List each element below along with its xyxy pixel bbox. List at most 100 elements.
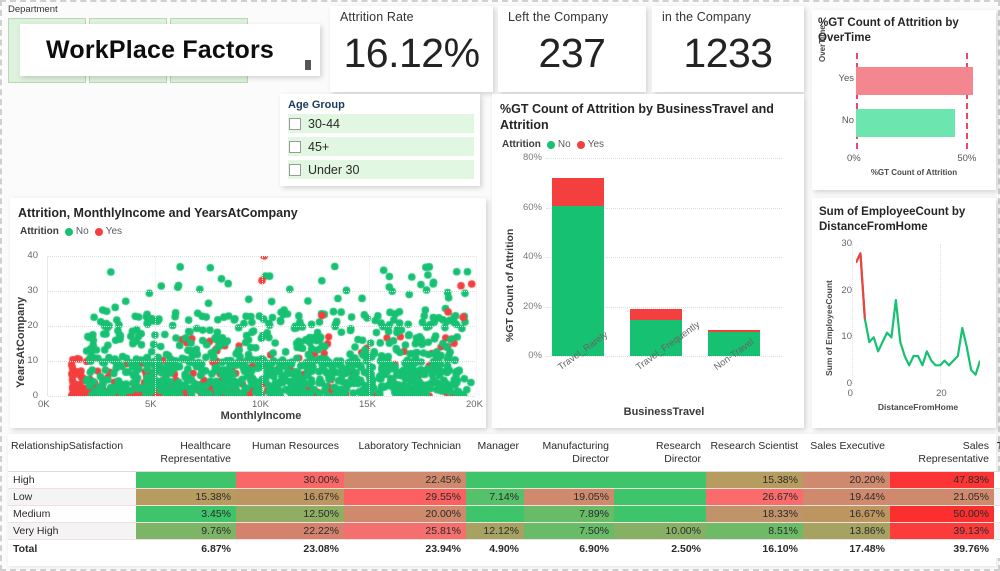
matrix-row-label[interactable]: High: [8, 471, 136, 490]
matrix-row[interactable]: Medium 3.45% 12.50% 20.00% 7.89% 18.33% 16.67%…: [8, 505, 1000, 524]
bar-yes[interactable]: [856, 67, 973, 96]
matrix-cell[interactable]: 10.00%: [614, 522, 706, 541]
matrix-cell[interactable]: 15.38%: [136, 488, 236, 507]
matrix-cell[interactable]: 7.14%: [466, 488, 524, 507]
chart-attrition-income-years[interactable]: Attrition, MonthlyIncome and YearsAtComp…: [10, 198, 486, 428]
matrix-cell[interactable]: [524, 471, 614, 490]
bar-segment-yes[interactable]: [552, 177, 604, 206]
matrix-cell[interactable]: 50.00%: [890, 505, 994, 524]
matrix-column-header-research-director[interactable]: Research Director: [614, 434, 706, 473]
matrix-cell[interactable]: 47.83%: [890, 471, 994, 490]
matrix-total-cell: 6.90%: [524, 539, 614, 559]
matrix-cell[interactable]: 7.50%: [524, 522, 614, 541]
matrix-cell[interactable]: 22.22%: [236, 522, 344, 541]
slicer-item-under-30[interactable]: Under 30: [288, 160, 474, 179]
gridline: [476, 256, 477, 396]
matrix-column-header-research-scientist[interactable]: Research Scientist: [706, 434, 803, 473]
bar-segment-no[interactable]: [552, 205, 604, 356]
bar-no[interactable]: [856, 109, 956, 138]
matrix-cell[interactable]: [466, 471, 524, 490]
kpi-card-in-the-company[interactable]: in the Company 1233: [652, 6, 804, 92]
matrix-cell[interactable]: 16.67%: [803, 505, 890, 524]
chart-attrition-by-businesstravel[interactable]: %GT Count of Attrition by BusinessTravel…: [492, 94, 804, 428]
matrix-cell[interactable]: [466, 505, 524, 524]
matrix-row[interactable]: Low 15.38% 16.67% 29.55% 7.14% 19.05% 26.67% 19…: [8, 488, 1000, 507]
matrix-column-header-laboratory-technician[interactable]: Laboratory Technician: [344, 434, 466, 473]
matrix-cell[interactable]: 19.44%: [803, 488, 890, 507]
legend-item-no[interactable]: No: [546, 139, 571, 150]
bar-travel-frequently[interactable]: [630, 308, 682, 356]
matrix-column-header-healthcare-representative[interactable]: Healthcare Representative: [136, 434, 236, 473]
x-tick-label: 50%: [957, 153, 977, 165]
matrix-cell[interactable]: 22.45%: [344, 471, 466, 490]
gridline: [546, 207, 782, 209]
matrix-column-header-manufacturing-director[interactable]: Manufacturing Director: [524, 434, 614, 473]
legend-item-yes[interactable]: Yes: [576, 139, 604, 150]
matrix-column-header-sales-executive[interactable]: Sales Executive: [803, 434, 890, 473]
kpi-card-attrition-rate[interactable]: Attrition Rate 16.12%: [330, 6, 493, 92]
matrix-cell[interactable]: 29.55%: [344, 488, 466, 507]
matrix-cell[interactable]: 21.05%: [890, 488, 994, 507]
matrix-row-total[interactable]: 14.85%: [994, 505, 1000, 524]
matrix-cell[interactable]: 18.33%: [706, 505, 803, 524]
bar-segment-no[interactable]: [708, 331, 760, 356]
bar-segment-no[interactable]: [630, 319, 682, 356]
matrix-cell[interactable]: 8.51%: [706, 522, 803, 541]
matrix-cell[interactable]: 13.86%: [803, 522, 890, 541]
y-tick-label: 0: [32, 390, 38, 401]
matrix-row-total[interactable]: 14.81%: [994, 522, 1000, 541]
matrix-column-header-manager[interactable]: Manager: [466, 434, 524, 473]
matrix-cell[interactable]: 12.50%: [236, 505, 344, 524]
matrix-cell[interactable]: 9.76%: [136, 522, 236, 541]
matrix-cell[interactable]: 20.00%: [344, 505, 466, 524]
matrix-row-label[interactable]: Very High: [8, 522, 136, 541]
bar-segment-yes[interactable]: [630, 308, 682, 320]
matrix-cell[interactable]: 39.13%: [890, 522, 994, 541]
slicer-item-45-plus[interactable]: 45+: [288, 137, 474, 156]
matrix-cell[interactable]: 19.05%: [524, 488, 614, 507]
matrix-cell[interactable]: 7.89%: [524, 505, 614, 524]
matrix-row-total[interactable]: 15.47%: [994, 471, 1000, 490]
checkbox-icon[interactable]: [289, 117, 301, 130]
matrix-row-label[interactable]: Medium: [8, 505, 136, 524]
matrix-row[interactable]: High 30.00%22.45% 15.38%20.20%47.83%15.47%: [8, 471, 1000, 490]
bar-segment-yes[interactable]: [708, 330, 760, 332]
chart-attrition-by-overtime[interactable]: %GT Count of Attrition by OverTime OverT…: [812, 10, 996, 190]
bar-non-travel[interactable]: [708, 330, 760, 356]
matrix-cell[interactable]: 30.00%: [236, 471, 344, 490]
matrix-column-header-sales-representative[interactable]: Sales Representative: [890, 434, 994, 473]
matrix-relationship-satisfaction-by-jobrole[interactable]: RelationshipSatisfaction Healthcare Repre…: [8, 434, 1000, 566]
checkbox-icon[interactable]: [289, 140, 301, 153]
matrix-cell[interactable]: [614, 488, 706, 507]
matrix-row-total[interactable]: 20.65%: [994, 488, 1000, 507]
legend-item-no[interactable]: No: [64, 226, 89, 237]
legend-item-yes[interactable]: Yes: [94, 226, 122, 237]
matrix-column-header-total[interactable]: Total: [994, 434, 1000, 473]
chart-legend[interactable]: Attrition No Yes: [20, 226, 478, 237]
line-path-green: [856, 252, 980, 376]
chart-employeecount-by-distance[interactable]: Sum of EmployeeCount by DistanceFromHome…: [812, 198, 996, 428]
age-group-slicer[interactable]: Age Group 30-44 45+ Under 30: [280, 94, 480, 186]
matrix-cell[interactable]: 3.45%: [136, 505, 236, 524]
matrix-cell[interactable]: 16.67%: [236, 488, 344, 507]
matrix-cell[interactable]: 12.12%: [466, 522, 524, 541]
matrix-cell[interactable]: 20.20%: [803, 471, 890, 490]
matrix-cell[interactable]: [614, 505, 706, 524]
chart-legend[interactable]: Attrition No Yes: [502, 139, 796, 150]
matrix-row[interactable]: Very High 9.76% 22.22% 25.81% 12.12% 7.50% 10.…: [8, 522, 1000, 541]
matrix-cell[interactable]: [136, 471, 236, 490]
matrix-cell[interactable]: 26.67%: [706, 488, 803, 507]
matrix-cell[interactable]: [614, 471, 706, 490]
matrix-column-header-rowfield[interactable]: RelationshipSatisfaction: [8, 434, 136, 473]
kpi-value: 237: [538, 29, 606, 76]
checkbox-icon[interactable]: [289, 163, 301, 176]
matrix-cell[interactable]: 25.81%: [344, 522, 466, 541]
bar-travel-rarely[interactable]: [552, 177, 604, 356]
matrix-row-label[interactable]: Low: [8, 488, 136, 507]
gridline: [851, 244, 853, 384]
matrix-cell[interactable]: 15.38%: [706, 471, 803, 490]
slicer-item-30-44[interactable]: 30-44: [288, 114, 474, 133]
matrix-column-header-human-resources[interactable]: Human Resources: [236, 434, 344, 473]
kpi-card-left-the-company[interactable]: Left the Company 237: [498, 6, 646, 92]
